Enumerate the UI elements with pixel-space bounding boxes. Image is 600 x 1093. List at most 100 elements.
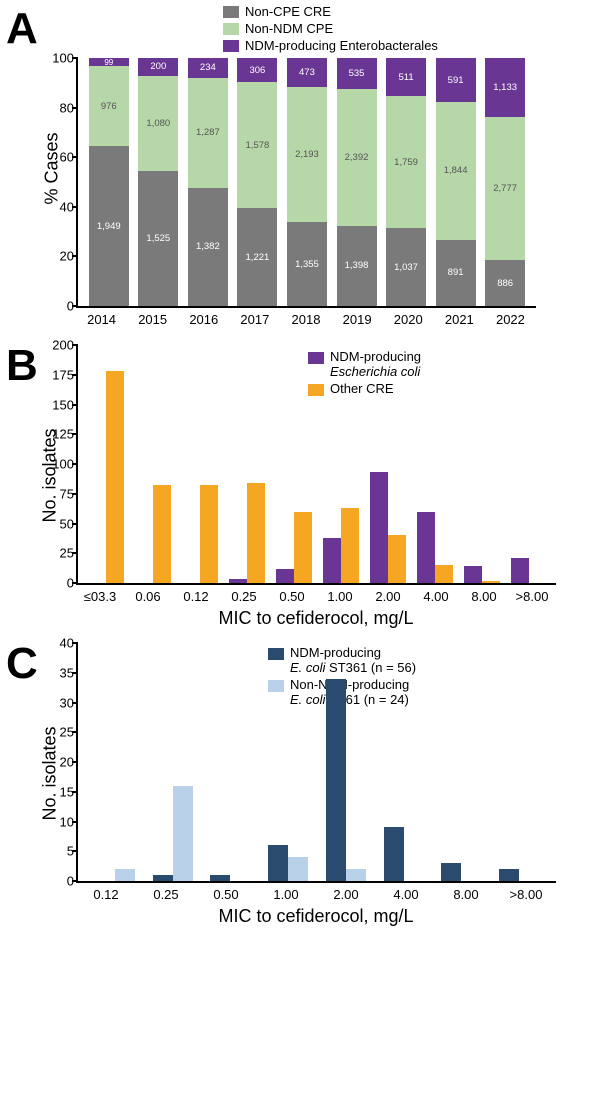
- stacked-bar: 591 1,844 891: [436, 58, 476, 306]
- bar-value-label: 1,759: [394, 157, 418, 168]
- bar-value-label: 1,221: [246, 252, 270, 263]
- bar: [200, 485, 218, 583]
- x-tick-label: ≤03.3: [80, 589, 120, 604]
- x-tick-label: 8.00: [444, 887, 488, 902]
- bar-segment: 1,287: [188, 78, 228, 188]
- stacked-bar: 234 1,287 1,382: [188, 58, 228, 306]
- x-tick-label: 0.25: [224, 589, 264, 604]
- bar-segment: 1,398: [337, 226, 377, 306]
- bar-value-label: 1,525: [146, 233, 170, 244]
- bar-group: [208, 643, 252, 881]
- x-tick-label: 2021: [445, 312, 474, 327]
- bar-group: [274, 345, 314, 583]
- bar-value-label: 1,578: [246, 140, 270, 151]
- bar-segment: 1,080: [138, 76, 178, 171]
- bar-segment: 1,578: [237, 82, 277, 208]
- x-tick-label: 8.00: [464, 589, 504, 604]
- bar: [417, 512, 435, 583]
- bar-segment: 1,133: [485, 58, 525, 117]
- bar-value-label: 2,777: [493, 183, 517, 194]
- stacked-bar: 473 2,193 1,355: [287, 58, 327, 306]
- bar-value-label: 591: [448, 75, 464, 86]
- bar-segment: 1,037: [386, 228, 426, 306]
- bar: [288, 857, 308, 881]
- bar-value-label: 1,949: [97, 221, 121, 232]
- bar-segment: 200: [138, 58, 178, 76]
- bar-segment: 2,777: [485, 117, 525, 261]
- bar-segment: 1,221: [237, 208, 277, 306]
- bar: [276, 569, 294, 583]
- bar: [511, 558, 529, 583]
- bar-value-label: 1,398: [345, 260, 369, 271]
- bar-segment: 234: [188, 58, 228, 78]
- panel-b-xlabel: MIC to cefiderocol, mg/L: [76, 608, 556, 629]
- bar-group: [439, 643, 483, 881]
- bar-value-label: 2,193: [295, 149, 319, 160]
- bar: [210, 875, 230, 881]
- bar: [341, 508, 359, 583]
- x-tick-label: 1.00: [264, 887, 308, 902]
- x-tick-label: >8.00: [504, 887, 548, 902]
- x-tick-label: 4.00: [416, 589, 456, 604]
- bar-value-label: 1,844: [444, 165, 468, 176]
- panel-c-xlabel: MIC to cefiderocol, mg/L: [76, 906, 556, 927]
- x-tick-label: 4.00: [384, 887, 428, 902]
- bar-segment: 2,392: [337, 89, 377, 226]
- bar-segment: 1,844: [436, 102, 476, 239]
- bar: [435, 565, 453, 583]
- bar-value-label: 1,355: [295, 259, 319, 270]
- bar: [106, 371, 124, 583]
- bar-value-label: 473: [299, 67, 315, 78]
- panel-c-ylabel: No. isolates: [40, 714, 61, 834]
- bar-value-label: 200: [150, 61, 166, 72]
- bar-value-label: 891: [448, 267, 464, 278]
- stacked-bar: 535 2,392 1,398: [337, 58, 377, 306]
- panel-a-plot: 999761,9492001,0801,5252341,2871,3823061…: [76, 58, 536, 308]
- panel-c-xaxis: 0.120.250.501.002.004.008.00>8.00: [76, 887, 556, 902]
- bar-group: [321, 345, 361, 583]
- x-tick-label: 0.50: [204, 887, 248, 902]
- x-tick-label: 2.00: [324, 887, 368, 902]
- bar-group: [266, 643, 310, 881]
- x-tick-label: 0.12: [176, 589, 216, 604]
- bar: [115, 869, 135, 881]
- bar-value-label: 535: [349, 68, 365, 79]
- bar: [388, 535, 406, 583]
- x-tick-label: 0.25: [144, 887, 188, 902]
- bar-value-label: 2,392: [345, 152, 369, 163]
- bar: [173, 786, 193, 881]
- stacked-bar: 511 1,759 1,037: [386, 58, 426, 306]
- bar: [346, 869, 366, 881]
- bar-segment: 1,382: [188, 188, 228, 306]
- bar-value-label: 886: [497, 278, 513, 289]
- x-tick-label: 0.06: [128, 589, 168, 604]
- bar-value-label: 234: [200, 62, 216, 73]
- bar-value-label: 1,080: [146, 118, 170, 129]
- x-tick-label: 2016: [189, 312, 218, 327]
- panel-b-label: B: [6, 341, 38, 391]
- x-tick-label: 2017: [240, 312, 269, 327]
- bar: [482, 581, 500, 583]
- bar-segment: 1,355: [287, 222, 327, 306]
- bar-group: [86, 345, 126, 583]
- bar-value-label: 1,037: [394, 262, 418, 273]
- bar: [153, 485, 171, 583]
- bar-segment: 1,759: [386, 96, 426, 228]
- bar: [384, 827, 404, 881]
- bar-group: [93, 643, 137, 881]
- bar-segment: 976: [89, 66, 129, 146]
- bar-group: [382, 643, 426, 881]
- x-tick-label: 2018: [292, 312, 321, 327]
- bar: [499, 869, 519, 881]
- bar-group: [227, 345, 267, 583]
- bar-value-label: 306: [249, 65, 265, 76]
- bar-value-label: 511: [398, 72, 413, 83]
- bar: [247, 483, 265, 583]
- x-tick-label: 2014: [87, 312, 116, 327]
- x-tick-label: 2015: [138, 312, 167, 327]
- bar-group: [462, 345, 502, 583]
- panel-c: C NDM-producingE. coli ST361 (n = 56)Non…: [8, 643, 592, 927]
- bar: [370, 472, 388, 583]
- bar-segment: 1,525: [138, 171, 178, 306]
- bar-value-label: 1,382: [196, 241, 220, 252]
